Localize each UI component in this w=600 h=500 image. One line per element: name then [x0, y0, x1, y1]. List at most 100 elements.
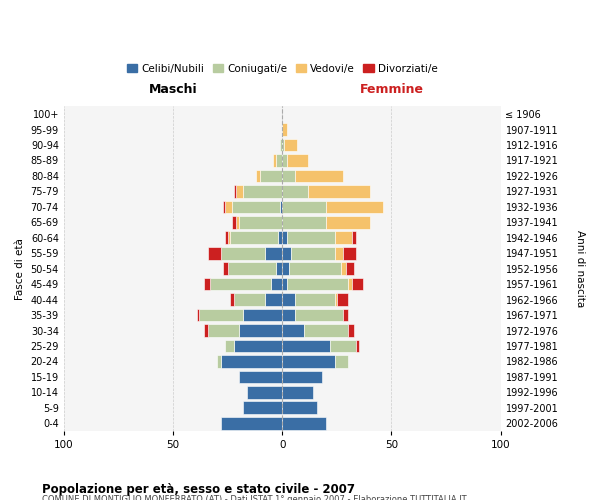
Bar — [256, 170, 260, 182]
Bar — [239, 324, 282, 337]
Bar — [221, 247, 265, 260]
Bar — [289, 262, 341, 275]
Bar — [280, 138, 282, 151]
Bar — [243, 185, 282, 198]
Bar — [282, 262, 289, 275]
Bar — [232, 200, 280, 213]
Bar — [341, 262, 346, 275]
Bar — [287, 154, 308, 167]
Y-axis label: Fasce di età: Fasce di età — [15, 238, 25, 300]
Bar — [304, 324, 348, 337]
Y-axis label: Anni di nascita: Anni di nascita — [575, 230, 585, 308]
Bar — [348, 324, 354, 337]
Bar — [230, 294, 234, 306]
Legend: Celibi/Nubili, Coniugati/e, Vedovi/e, Divorziati/e: Celibi/Nubili, Coniugati/e, Vedovi/e, Di… — [122, 60, 442, 78]
Bar — [282, 324, 304, 337]
Bar — [210, 278, 271, 290]
Bar — [239, 370, 282, 383]
Bar — [197, 308, 199, 322]
Bar — [335, 247, 343, 260]
Bar — [199, 308, 243, 322]
Bar — [343, 247, 356, 260]
Bar — [352, 278, 363, 290]
Bar — [291, 247, 335, 260]
Bar — [275, 154, 282, 167]
Bar — [346, 262, 354, 275]
Bar — [284, 138, 298, 151]
Bar — [282, 185, 308, 198]
Bar — [295, 170, 343, 182]
Bar — [217, 355, 221, 368]
Bar — [223, 200, 226, 213]
Bar — [282, 294, 295, 306]
Bar — [282, 386, 313, 398]
Bar — [295, 308, 343, 322]
Bar — [226, 340, 234, 352]
Bar — [337, 294, 348, 306]
Bar — [221, 417, 282, 430]
Bar — [282, 355, 335, 368]
Bar — [226, 200, 232, 213]
Bar — [282, 170, 295, 182]
Bar — [356, 340, 359, 352]
Bar — [287, 278, 348, 290]
Bar — [352, 232, 356, 244]
Bar — [203, 278, 210, 290]
Bar — [208, 247, 221, 260]
Bar — [282, 278, 287, 290]
Bar — [335, 294, 337, 306]
Bar — [282, 247, 291, 260]
Bar — [203, 324, 208, 337]
Bar — [335, 232, 352, 244]
Bar — [282, 402, 317, 414]
Bar — [243, 308, 282, 322]
Bar — [221, 355, 282, 368]
Text: COMUNE DI MONTIGLIO MONFERRATO (AT) - Dati ISTAT 1° gennaio 2007 - Elaborazione : COMUNE DI MONTIGLIO MONFERRATO (AT) - Da… — [42, 495, 467, 500]
Bar — [271, 278, 282, 290]
Bar — [227, 262, 275, 275]
Text: Femmine: Femmine — [359, 82, 424, 96]
Bar — [234, 340, 282, 352]
Bar — [234, 294, 265, 306]
Bar — [280, 200, 282, 213]
Text: Popolazione per età, sesso e stato civile - 2007: Popolazione per età, sesso e stato civil… — [42, 482, 355, 496]
Bar — [330, 340, 356, 352]
Bar — [236, 185, 243, 198]
Bar — [287, 232, 335, 244]
Bar — [236, 216, 239, 228]
Bar — [295, 294, 335, 306]
Bar — [282, 138, 284, 151]
Bar — [308, 185, 370, 198]
Bar — [232, 216, 236, 228]
Bar — [282, 340, 330, 352]
Text: Maschi: Maschi — [149, 82, 197, 96]
Bar — [239, 216, 282, 228]
Bar — [282, 123, 287, 136]
Bar — [343, 308, 348, 322]
Bar — [282, 216, 326, 228]
Bar — [326, 216, 370, 228]
Bar — [226, 232, 227, 244]
Bar — [247, 386, 282, 398]
Bar — [282, 370, 322, 383]
Bar — [223, 262, 227, 275]
Bar — [265, 294, 282, 306]
Bar — [282, 232, 287, 244]
Bar — [282, 308, 295, 322]
Bar — [234, 185, 236, 198]
Bar — [278, 232, 282, 244]
Bar — [282, 154, 287, 167]
Bar — [230, 232, 278, 244]
Bar — [265, 247, 282, 260]
Bar — [260, 170, 282, 182]
Bar — [275, 262, 282, 275]
Bar — [243, 402, 282, 414]
Bar — [227, 232, 230, 244]
Bar — [335, 355, 348, 368]
Bar — [274, 154, 275, 167]
Bar — [282, 417, 326, 430]
Bar — [326, 200, 383, 213]
Bar — [208, 324, 239, 337]
Bar — [348, 278, 352, 290]
Bar — [282, 200, 326, 213]
